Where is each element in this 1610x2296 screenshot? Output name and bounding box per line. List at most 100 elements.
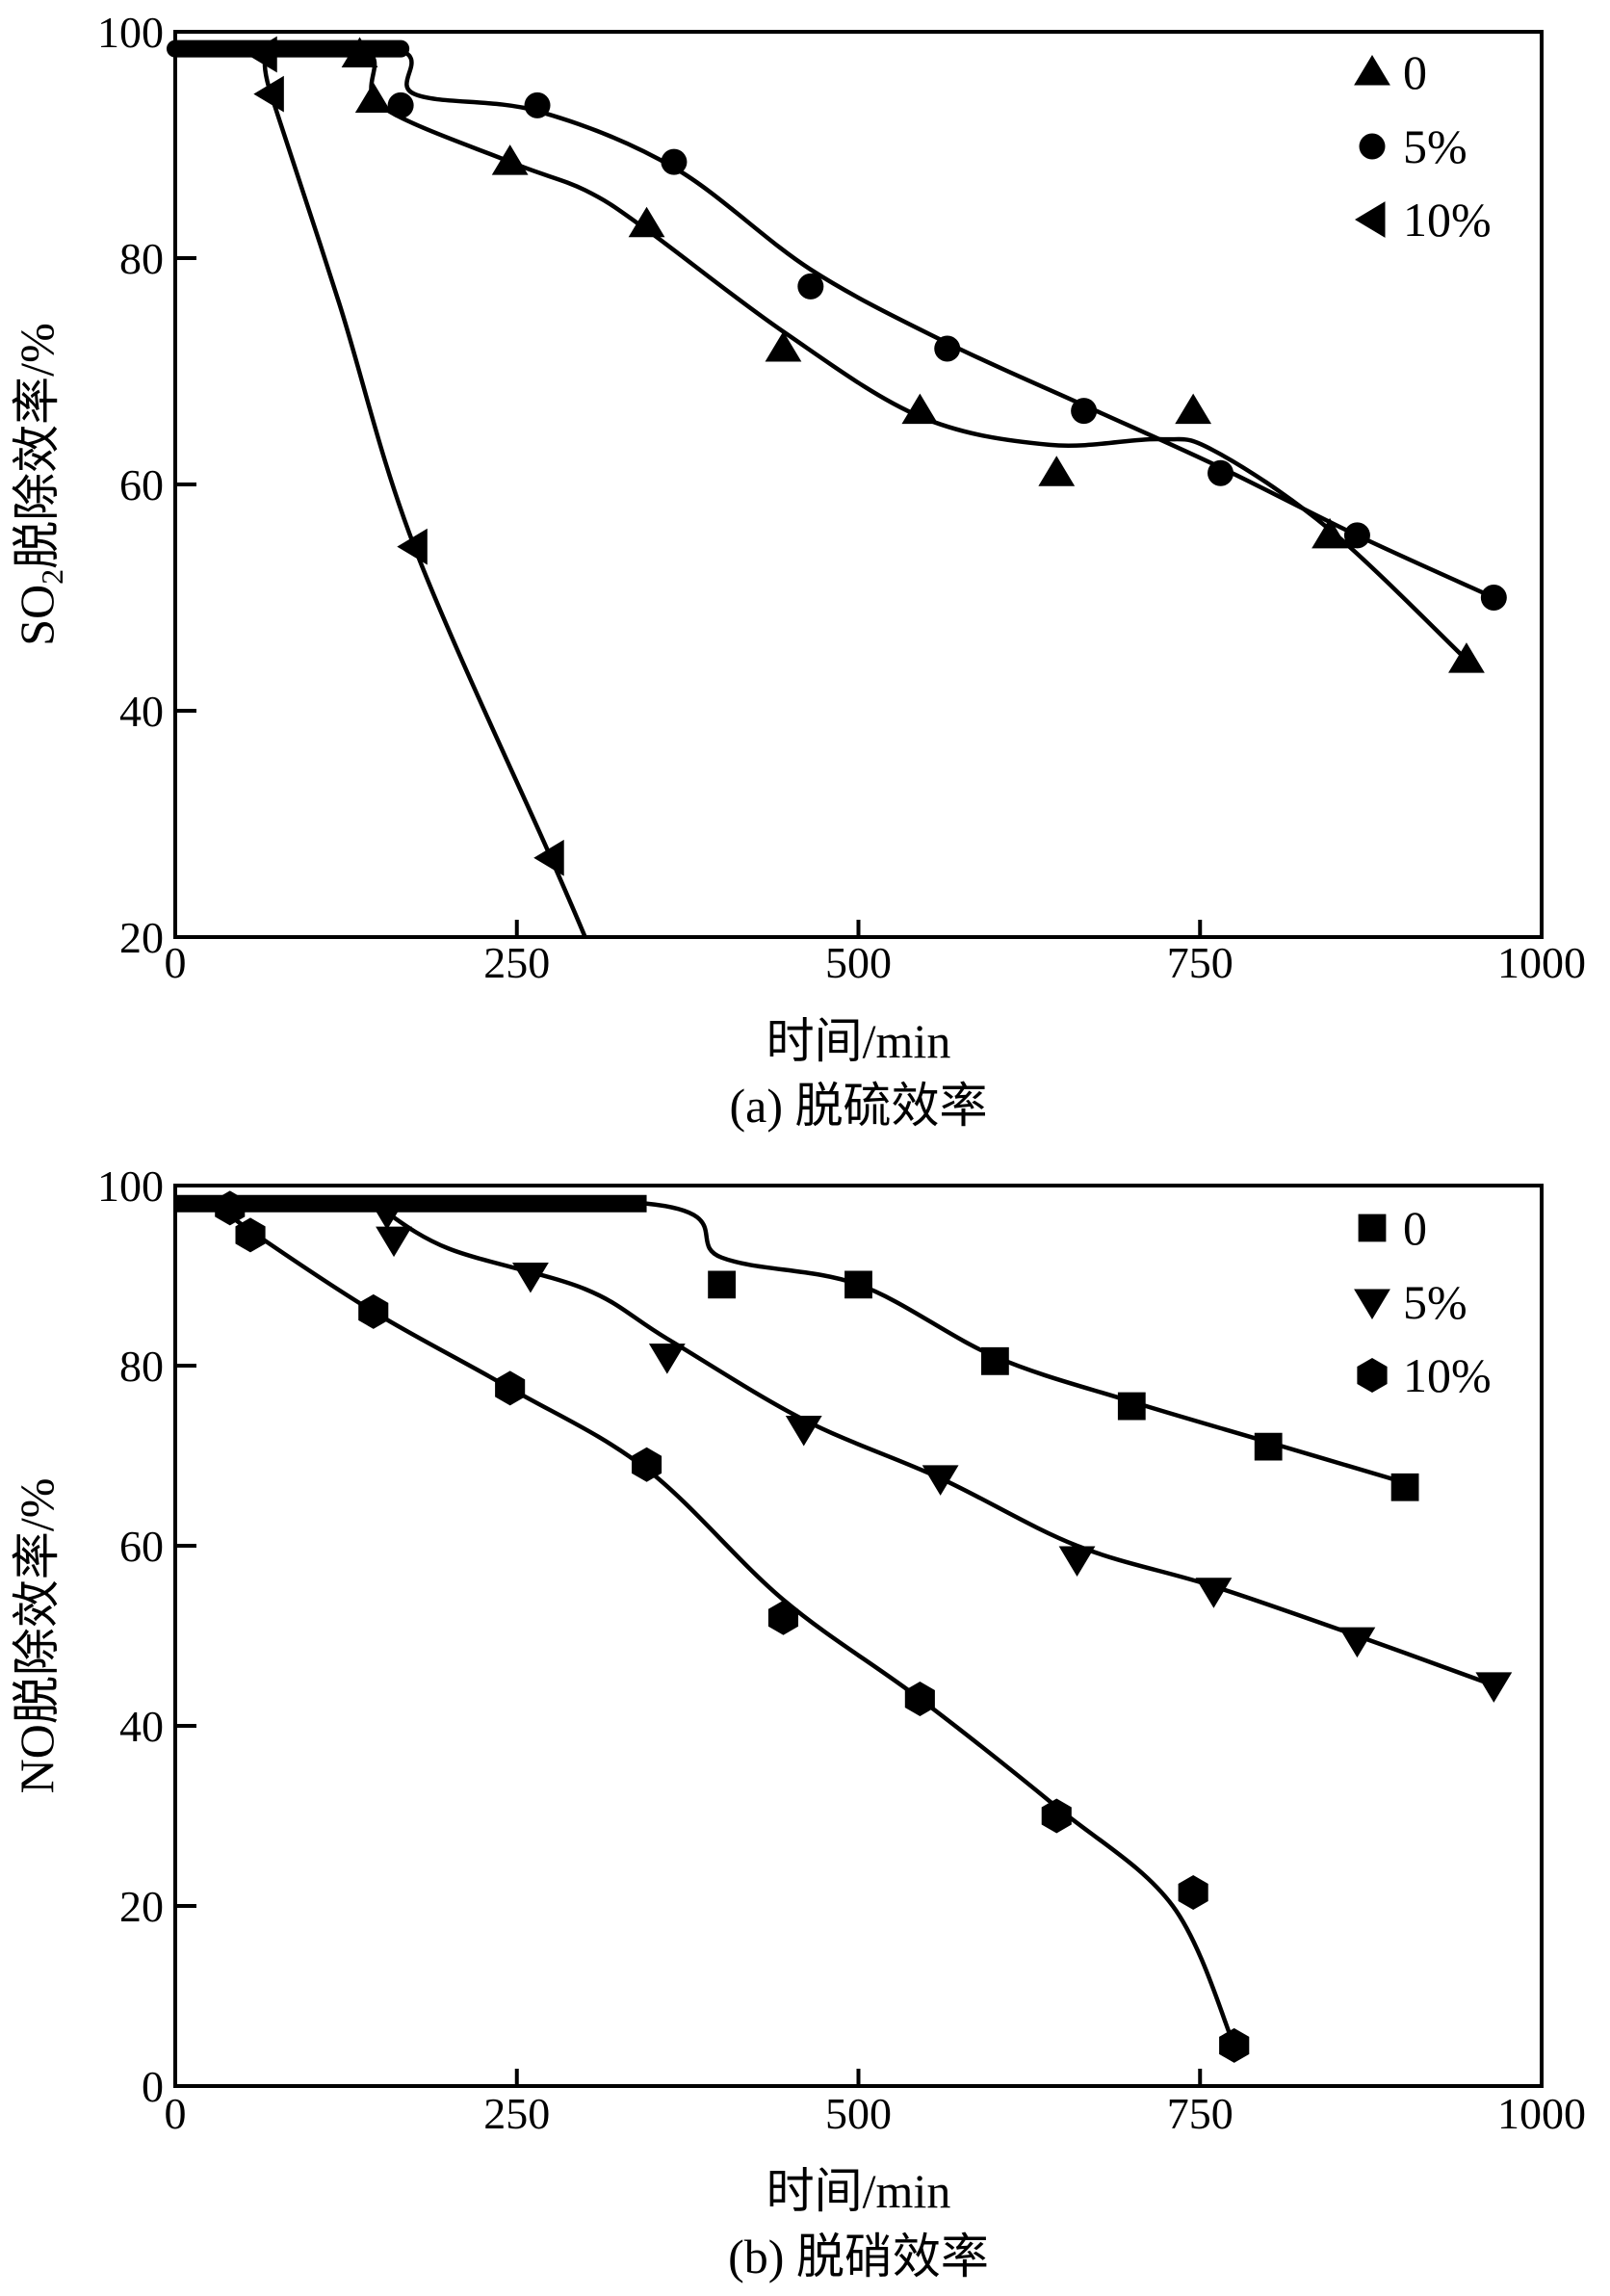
hexagon-marker [1178, 1875, 1208, 1910]
y-tick-label: 80 [119, 1342, 164, 1391]
circle-marker [661, 148, 688, 175]
triangle-down-marker [1195, 1578, 1233, 1608]
circle-marker [1359, 133, 1386, 160]
triangle-up-marker [1038, 456, 1076, 486]
x-tick-label: 1000 [1497, 938, 1586, 987]
plot-frame [173, 30, 1544, 939]
triangle-up-marker [901, 393, 939, 425]
y-tick-label: 80 [119, 234, 164, 283]
triangle-left-marker [397, 528, 428, 565]
triangle-up-marker [1448, 642, 1485, 673]
y-label-subscript: 2 [35, 569, 69, 585]
x-tick-label: 0 [165, 938, 187, 987]
y-label-main: SO [10, 585, 64, 646]
x-tick-label: 500 [825, 2089, 892, 2138]
triangle-up-marker [1175, 393, 1212, 425]
series-0 [174, 1194, 1419, 1501]
x-tick-label: 750 [1167, 938, 1233, 987]
y-tick-label: 100 [97, 1161, 164, 1211]
y-tick-label: 100 [97, 8, 164, 57]
series-5% [369, 1199, 1513, 1703]
hexagon-marker [767, 1600, 798, 1635]
square-marker [1254, 1432, 1283, 1461]
triangle-up-marker [628, 206, 665, 238]
series-10% [215, 1190, 1250, 2063]
y-tick-label: 40 [119, 1702, 164, 1751]
square-marker [844, 1270, 872, 1299]
circle-marker [1208, 459, 1234, 486]
square-marker [1358, 1213, 1387, 1242]
chart-title: (b) 脱硝效率 [728, 2230, 989, 2283]
y-tick-label: 20 [119, 1882, 164, 1931]
legend-label: 0 [1403, 45, 1427, 99]
x-tick-label: 750 [1167, 2089, 1233, 2138]
x-axis-label: 时间/min [766, 1014, 951, 1068]
y-axis-label: NO脱除效率/% [10, 1478, 64, 1794]
triangle-down-marker [785, 1415, 822, 1447]
series-line [174, 42, 587, 938]
square-marker [708, 1270, 736, 1299]
legend-label: 5% [1403, 119, 1467, 173]
triangle-down-marker [922, 1465, 959, 1496]
x-axis-label: 时间/min [766, 2164, 951, 2218]
y-tick-label: 60 [119, 460, 164, 509]
y-tick-label: 60 [119, 1522, 164, 1571]
circle-marker [934, 335, 961, 362]
legend-label: 10% [1403, 1348, 1492, 1402]
triangle-down-marker [648, 1344, 686, 1374]
y-tick-label: 0 [142, 2062, 164, 2111]
circle-marker [524, 91, 551, 118]
hexagon-marker [358, 1293, 389, 1329]
hexagon-marker [632, 1447, 662, 1482]
triangle-down-marker [376, 1226, 412, 1258]
triangle-up-marker [1354, 55, 1390, 86]
x-tick-label: 0 [165, 2089, 187, 2138]
circle-marker [1480, 585, 1507, 611]
hexagon-marker [1357, 1358, 1388, 1393]
square-marker [981, 1346, 1009, 1375]
series-line [174, 1197, 1406, 1485]
hexagon-marker [1219, 2027, 1250, 2063]
triangle-down-marker [1354, 1289, 1390, 1319]
triangle-left-marker [533, 839, 564, 876]
triangle-down-marker [369, 1199, 405, 1231]
series-5% [167, 39, 1507, 611]
series-line [378, 1206, 1495, 1688]
series-10% [174, 36, 587, 938]
series-line [174, 42, 1495, 600]
x-tick-label: 500 [825, 938, 892, 987]
chart-b-denitrification: 0 250 500 750 1000 0 20 40 60 80 100 时间/min (b) 脱硝效率… [10, 1161, 1586, 2283]
circle-marker [1343, 522, 1370, 549]
series-line [174, 42, 1468, 662]
chart-title: (a) 脱硫效率 [730, 1079, 988, 1133]
series-line [215, 1201, 1236, 2047]
y-tick-label: 20 [119, 913, 164, 962]
triangle-down-marker [1475, 1672, 1513, 1703]
circle-marker [1071, 398, 1098, 425]
triangle-up-marker [491, 144, 529, 175]
hexagon-marker [1041, 1798, 1072, 1834]
y-label-rest: 脱除效率/% [10, 323, 64, 569]
y-axis-label: SO2脱除效率/% [10, 323, 69, 645]
hexagon-marker [495, 1370, 526, 1406]
legend-label: 0 [1403, 1201, 1427, 1255]
triangle-up-marker [1311, 517, 1348, 549]
circle-marker [387, 91, 414, 118]
triangle-down-marker [1338, 1627, 1376, 1658]
square-marker [1390, 1473, 1419, 1501]
square-marker [1117, 1392, 1146, 1421]
triangle-down-marker [1058, 1546, 1096, 1578]
x-tick-label: 250 [483, 2089, 550, 2138]
y-tick-label: 40 [119, 687, 164, 736]
legend-label: 10% [1403, 193, 1492, 247]
triangle-up-marker [354, 82, 392, 113]
series-0 [174, 37, 1485, 673]
triangle-left-marker [253, 75, 284, 113]
triangle-left-marker [1355, 201, 1386, 238]
triangle-down-marker [512, 1263, 549, 1293]
triangle-up-marker [765, 331, 802, 362]
hexagon-marker [235, 1217, 266, 1253]
hexagon-marker [904, 1682, 935, 1716]
